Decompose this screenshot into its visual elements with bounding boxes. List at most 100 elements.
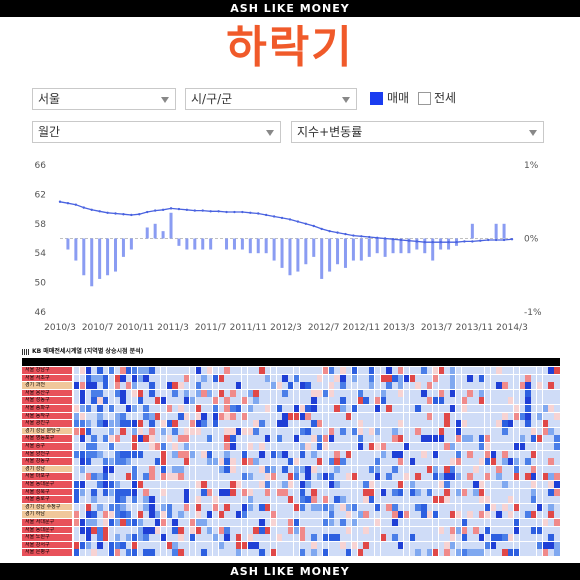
table-cell — [212, 367, 219, 374]
table-cell — [224, 488, 230, 496]
table-cell — [317, 541, 323, 549]
table-cell — [166, 541, 172, 549]
table-cell — [97, 519, 103, 526]
table-cell — [311, 549, 317, 557]
table-cell — [392, 526, 398, 534]
table-cell — [421, 420, 427, 428]
table-cell — [444, 412, 450, 420]
table-cell — [183, 397, 190, 405]
table-cell — [519, 534, 525, 542]
table-cell — [305, 420, 311, 428]
table-cell — [108, 549, 115, 557]
table-cell — [264, 503, 271, 511]
table-cell — [444, 435, 450, 443]
period-select[interactable]: 월간 — [32, 121, 281, 143]
table-cell — [369, 420, 375, 428]
table-cell — [409, 443, 415, 450]
table-row-label: 서울 강서구 — [22, 541, 72, 550]
table-cell — [120, 412, 126, 420]
table-cell — [299, 496, 306, 504]
table-cell — [264, 534, 271, 542]
table-cell — [97, 374, 103, 382]
table-cell — [496, 412, 502, 420]
table-cell — [554, 435, 560, 443]
table-cell — [345, 549, 352, 557]
table-cell — [230, 481, 236, 488]
table-cell — [374, 382, 381, 390]
table-cell — [403, 458, 410, 466]
table-cell — [79, 382, 86, 390]
table-cell — [114, 496, 120, 504]
table-cell — [183, 374, 190, 382]
table-cell — [288, 458, 294, 466]
table-cell — [114, 412, 120, 420]
table-cell — [259, 534, 265, 542]
table-cell — [236, 496, 242, 504]
table-cell — [253, 488, 259, 496]
table-cell — [253, 511, 259, 519]
table-cell — [183, 481, 190, 488]
table-cell — [276, 541, 282, 549]
table-cell — [479, 473, 485, 481]
table-cell — [97, 549, 103, 557]
table-cell — [178, 420, 184, 428]
district-select[interactable]: 시/구/군 — [185, 88, 357, 110]
table-cell — [386, 389, 392, 397]
table-cell — [189, 473, 196, 481]
table-cell — [403, 519, 410, 526]
table-cell — [444, 382, 450, 390]
table-cell — [230, 549, 236, 557]
table-cell — [467, 473, 473, 481]
table-cell — [218, 427, 225, 435]
table-cell — [311, 420, 317, 428]
table-cell — [247, 541, 253, 549]
table-cell — [438, 519, 444, 526]
jeonse-checkbox[interactable] — [418, 92, 431, 105]
table-cell — [189, 374, 196, 382]
table-cell — [131, 420, 138, 428]
table-cell — [253, 427, 259, 435]
change-bar — [129, 238, 133, 250]
table-cell — [484, 405, 491, 412]
table-cell — [380, 511, 387, 519]
table-cell — [131, 389, 138, 397]
table-cell — [241, 465, 248, 473]
table-cell — [345, 534, 352, 542]
table-cell — [131, 382, 138, 390]
table-cell — [160, 374, 167, 382]
table-cell — [236, 420, 242, 428]
table-cell — [473, 435, 479, 443]
table-cell — [403, 541, 410, 549]
chevron-down-icon — [161, 97, 169, 103]
table-cell — [305, 374, 311, 382]
table-cell — [432, 519, 439, 526]
table-cell — [247, 519, 253, 526]
table-cell — [305, 405, 311, 412]
table-cell — [340, 450, 346, 458]
table-cell — [507, 526, 514, 534]
table-cell — [444, 511, 450, 519]
table-cell — [189, 427, 196, 435]
table-cell — [340, 519, 346, 526]
table-cell — [525, 367, 531, 374]
table-cell — [409, 511, 415, 519]
table-cell — [334, 473, 340, 481]
table-cell — [247, 405, 253, 412]
table-cell — [473, 496, 479, 504]
table-cell — [322, 367, 329, 374]
table-cell — [317, 435, 323, 443]
mode-select[interactable]: 지수+변동률 — [291, 121, 544, 143]
table-cell — [542, 389, 549, 397]
table-cell — [97, 382, 103, 390]
table-cell — [415, 519, 421, 526]
sale-checkbox[interactable] — [370, 92, 383, 105]
change-bar — [423, 238, 427, 254]
region-select[interactable]: 서울 — [32, 88, 176, 110]
table-cell — [224, 389, 230, 397]
table-cell — [270, 427, 277, 435]
table-cell — [155, 367, 161, 374]
table-cell — [91, 488, 97, 496]
table-cell — [85, 397, 91, 405]
table-cell — [264, 435, 271, 443]
table-cell — [432, 481, 439, 488]
